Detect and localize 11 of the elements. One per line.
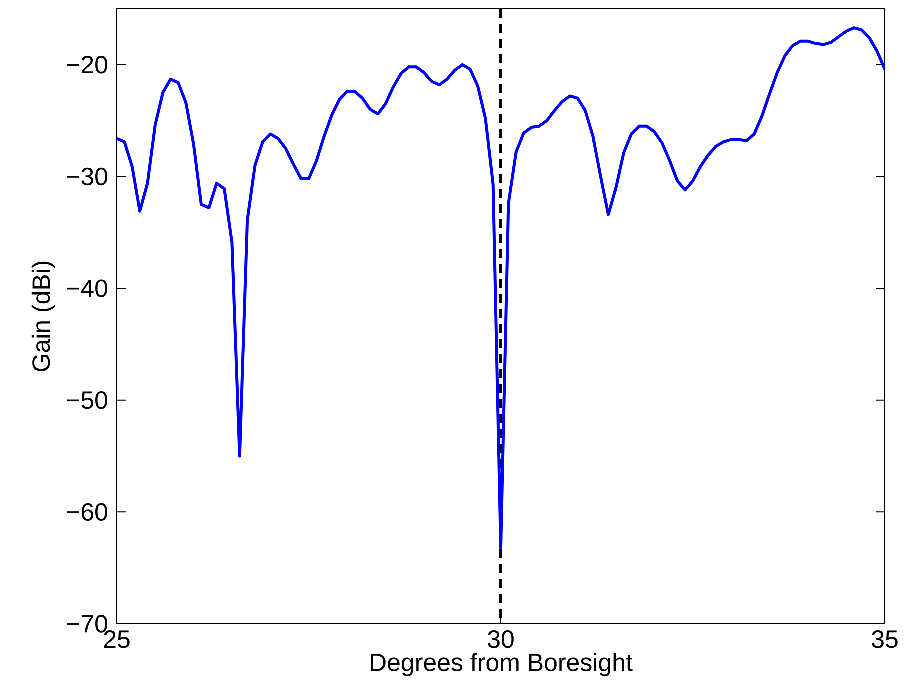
x-tick-label: 25 <box>104 630 130 648</box>
x-axis-title: Degrees from Boresight <box>371 653 633 676</box>
y-tick-label: −40 <box>67 280 108 298</box>
x-tick-label: 30 <box>488 630 514 648</box>
y-tick-label: −30 <box>67 168 108 186</box>
y-axis-title: Gain (dBi) <box>32 262 56 372</box>
y-tick-label: −70 <box>67 615 108 633</box>
y-tick-label: −20 <box>67 56 108 74</box>
y-tick-label: −60 <box>67 503 108 522</box>
x-tick-label: 35 <box>872 630 898 648</box>
y-tick-label: −50 <box>67 392 108 410</box>
